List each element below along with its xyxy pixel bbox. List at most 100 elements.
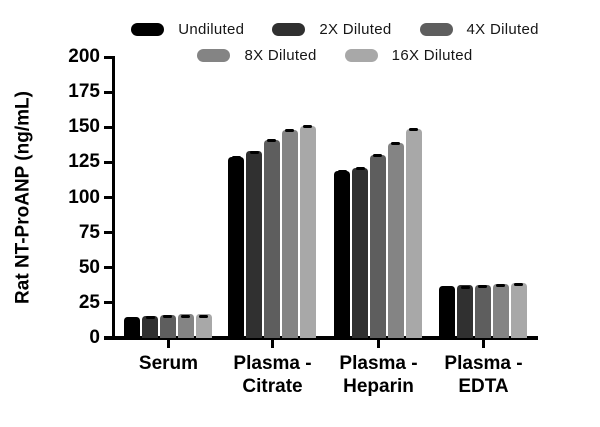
legend-row-2: 8X Diluted 16X Diluted bbox=[197, 47, 472, 64]
bar-group-serum bbox=[124, 57, 213, 338]
bar-plasma-heparin-16x-diluted bbox=[405, 128, 422, 338]
error-bar-cap bbox=[181, 314, 191, 318]
y-tick-mark bbox=[104, 336, 112, 340]
bar-plasma-heparin-4x-diluted bbox=[369, 154, 387, 338]
legend-row-1: Undiluted 2X Diluted 4X Diluted bbox=[131, 21, 539, 38]
y-tick-mark bbox=[104, 125, 112, 129]
bar-serum-2x-diluted bbox=[141, 315, 159, 338]
bar-plasma-citrate-2x-diluted bbox=[245, 150, 263, 338]
x-category-label: Plasma - Heparin bbox=[319, 352, 439, 398]
x-tick-mark bbox=[377, 340, 380, 348]
error-bar-cap bbox=[337, 170, 347, 174]
bar-serum-8x-diluted bbox=[177, 314, 194, 338]
bar-plasma-citrate-4x-diluted bbox=[263, 139, 281, 338]
legend-item-undiluted: Undiluted bbox=[131, 21, 244, 38]
y-tick-label: 175 bbox=[68, 81, 100, 103]
error-bar-cap bbox=[163, 315, 173, 319]
bar-group-plasma-citrate bbox=[228, 57, 317, 338]
bar-plasma-heparin-undiluted bbox=[334, 170, 351, 338]
bar-group-plasma-heparin bbox=[334, 57, 423, 338]
x-category-label: Serum bbox=[109, 352, 229, 375]
error-bar-cap bbox=[145, 316, 155, 320]
y-tick-label: 25 bbox=[78, 291, 100, 313]
y-tick-label: 125 bbox=[68, 151, 100, 173]
x-category-label-line: Heparin bbox=[343, 376, 414, 397]
bar-plasma-edta-8x-diluted bbox=[492, 283, 509, 338]
bar-plasma-edta-2x-diluted bbox=[456, 285, 474, 338]
legend-item-2x-diluted: 2X Diluted bbox=[272, 21, 391, 38]
y-tick-label: 75 bbox=[78, 221, 100, 243]
x-category-label-line: Citrate bbox=[242, 376, 303, 397]
y-tick-mark bbox=[104, 231, 112, 235]
y-tick-label: 150 bbox=[68, 116, 100, 138]
bar-plasma-edta-16x-diluted bbox=[510, 282, 527, 338]
bar-plasma-citrate-undiluted bbox=[228, 156, 245, 338]
x-axis-line bbox=[104, 336, 538, 340]
y-tick-label: 50 bbox=[78, 256, 100, 278]
error-bar-cap bbox=[496, 284, 506, 288]
x-tick-mark bbox=[167, 340, 170, 348]
y-tick-label: 0 bbox=[89, 327, 100, 348]
y-tick-label: 100 bbox=[68, 186, 100, 208]
bar-plasma-citrate-16x-diluted bbox=[299, 125, 316, 338]
legend-label: 16X Diluted bbox=[391, 47, 473, 64]
bar-plasma-edta-undiluted bbox=[439, 286, 456, 338]
y-axis-title: Rat NT-ProANP (ng/mL) bbox=[12, 91, 34, 304]
error-bar-cap bbox=[373, 154, 383, 158]
error-bar-cap bbox=[355, 167, 365, 171]
error-bar-cap bbox=[391, 142, 401, 146]
legend-swatch-icon bbox=[131, 23, 165, 36]
x-category-label-line: Plasma - bbox=[233, 353, 312, 374]
error-bar-cap bbox=[303, 125, 313, 129]
legend-item-16x-diluted: 16X Diluted bbox=[344, 47, 473, 64]
bar-plasma-heparin-2x-diluted bbox=[351, 167, 369, 338]
legend-swatch-icon bbox=[197, 49, 231, 62]
error-bar-cap bbox=[249, 150, 259, 154]
error-bar-cap bbox=[460, 285, 470, 289]
error-bar-cap bbox=[127, 317, 137, 321]
x-category-label-line: Plasma - bbox=[444, 353, 523, 374]
y-tick-mark bbox=[104, 196, 112, 199]
bar-plasma-heparin-8x-diluted bbox=[387, 142, 404, 338]
y-tick-label: 200 bbox=[68, 46, 100, 67]
y-tick-mark bbox=[104, 266, 112, 270]
y-tick-mark bbox=[104, 90, 112, 94]
bar-serum-4x-diluted bbox=[159, 314, 177, 338]
bar-serum-16x-diluted bbox=[195, 314, 212, 338]
error-bar-cap bbox=[199, 314, 209, 318]
legend-label: 2X Diluted bbox=[319, 21, 392, 38]
error-bar-cap bbox=[442, 286, 452, 290]
x-category-label: Plasma - EDTA bbox=[424, 352, 544, 398]
x-category-label-line: EDTA bbox=[458, 376, 509, 397]
y-tick-mark bbox=[104, 301, 112, 305]
bar-plasma-edta-4x-diluted bbox=[474, 284, 492, 338]
error-bar-cap bbox=[231, 156, 241, 160]
error-bar-cap bbox=[514, 282, 524, 286]
x-tick-mark bbox=[271, 340, 274, 348]
legend-item-8x-diluted: 8X Diluted bbox=[197, 47, 316, 64]
plot-area bbox=[115, 57, 540, 338]
legend-label: 8X Diluted bbox=[244, 47, 317, 64]
error-bar-cap bbox=[285, 129, 295, 133]
y-tick-mark bbox=[104, 55, 112, 59]
error-bar-cap bbox=[267, 139, 277, 143]
bar-group-plasma-edta bbox=[439, 57, 528, 338]
legend-label: Undiluted bbox=[178, 21, 245, 38]
x-category-label-line: Plasma - bbox=[339, 353, 418, 374]
chart-legend: Undiluted 2X Diluted 4X Diluted 8X Diluted 1… bbox=[80, 21, 590, 64]
bar-serum-undiluted bbox=[124, 316, 141, 338]
error-bar-cap bbox=[478, 285, 488, 288]
legend-swatch-icon bbox=[272, 23, 306, 36]
legend-swatch-icon bbox=[419, 23, 453, 36]
x-category-label: Plasma - Citrate bbox=[213, 352, 333, 398]
x-category-label-line: Serum bbox=[138, 353, 199, 374]
legend-label: 4X Diluted bbox=[466, 21, 539, 38]
error-bar-cap bbox=[409, 128, 419, 132]
legend-swatch-icon bbox=[344, 49, 378, 62]
y-tick-mark bbox=[104, 160, 112, 164]
x-tick-mark bbox=[482, 340, 485, 348]
legend-item-4x-diluted: 4X Diluted bbox=[419, 21, 539, 38]
y-axis-line bbox=[112, 56, 115, 338]
bar-plasma-citrate-8x-diluted bbox=[281, 129, 298, 338]
